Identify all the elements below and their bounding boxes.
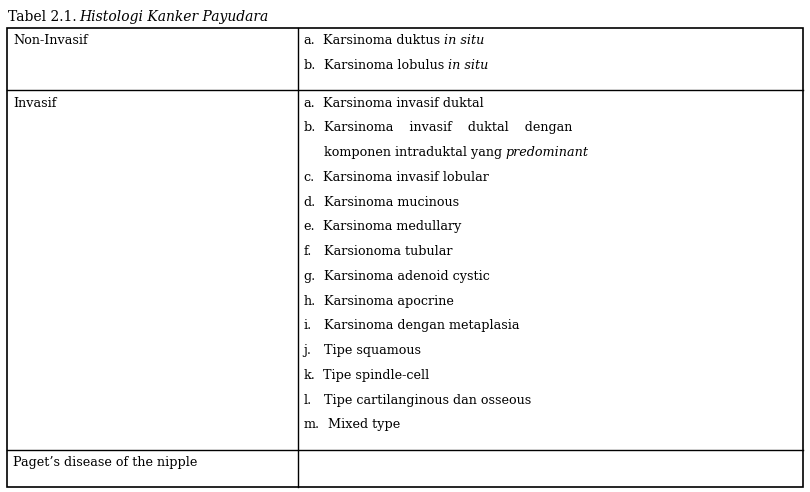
Text: komponen intraduktal yang: komponen intraduktal yang: [304, 146, 505, 159]
Text: Mixed type: Mixed type: [320, 418, 400, 431]
Text: Paget’s disease of the nipple: Paget’s disease of the nipple: [13, 456, 198, 469]
Text: j.: j.: [304, 344, 312, 357]
Text: d.: d.: [304, 196, 316, 209]
Text: Karsinoma mucinous: Karsinoma mucinous: [316, 196, 459, 209]
Text: Invasif: Invasif: [13, 96, 57, 110]
Text: Karsinoma invasif lobular: Karsinoma invasif lobular: [315, 171, 488, 184]
Text: Karsinoma invasif duktal: Karsinoma invasif duktal: [315, 96, 484, 110]
Text: Karsionoma tubular: Karsionoma tubular: [312, 245, 453, 258]
Text: b.: b.: [304, 59, 316, 72]
Text: e.: e.: [304, 220, 315, 233]
Text: Karsinoma    invasif    duktal    dengan: Karsinoma invasif duktal dengan: [316, 122, 573, 134]
Text: b.: b.: [304, 122, 316, 134]
Text: Karsinoma duktus: Karsinoma duktus: [315, 34, 445, 47]
Text: in situ: in situ: [445, 34, 485, 47]
Text: a.: a.: [304, 96, 315, 110]
Text: f.: f.: [304, 245, 312, 258]
Text: k.: k.: [304, 369, 315, 382]
Text: Tabel 2.1.: Tabel 2.1.: [8, 10, 81, 24]
Text: Tipe spindle-cell: Tipe spindle-cell: [315, 369, 429, 382]
Text: Histologi Kanker Payudara: Histologi Kanker Payudara: [79, 10, 269, 24]
Text: a.: a.: [304, 34, 315, 47]
Text: in situ: in situ: [448, 59, 488, 72]
Text: Tipe cartilanginous dan osseous: Tipe cartilanginous dan osseous: [312, 394, 531, 407]
Text: Karsinoma apocrine: Karsinoma apocrine: [316, 295, 454, 308]
Text: c.: c.: [304, 171, 315, 184]
Text: Karsinoma lobulus: Karsinoma lobulus: [316, 59, 448, 72]
Text: h.: h.: [304, 295, 316, 308]
Text: l.: l.: [304, 394, 312, 407]
Text: i.: i.: [304, 319, 312, 333]
Text: Karsinoma medullary: Karsinoma medullary: [315, 220, 462, 233]
Text: m.: m.: [304, 418, 320, 431]
Text: g.: g.: [304, 270, 316, 283]
Text: Karsinoma adenoid cystic: Karsinoma adenoid cystic: [316, 270, 490, 283]
Text: Non-Invasif: Non-Invasif: [13, 34, 87, 47]
Text: Tipe squamous: Tipe squamous: [312, 344, 420, 357]
Text: Karsinoma dengan metaplasia: Karsinoma dengan metaplasia: [312, 319, 519, 333]
Text: predominant: predominant: [505, 146, 589, 159]
